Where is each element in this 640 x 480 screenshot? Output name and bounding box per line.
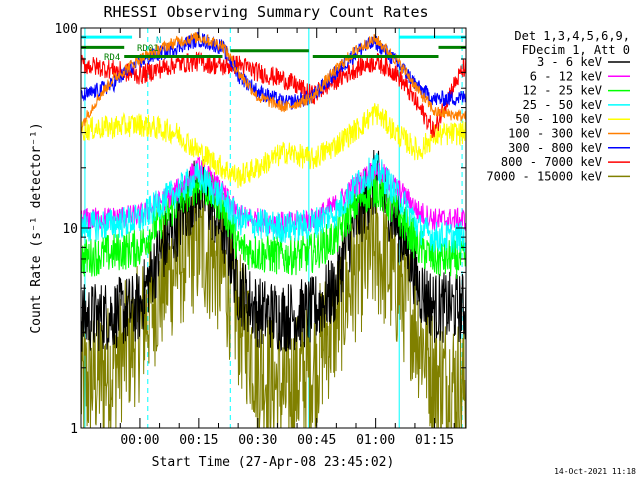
legend-label-300-800-kev: 300 - 800 keV <box>508 141 602 155</box>
legend: Det 1,3,4,5,6,9,FDecim 1, Att 03 - 6 keV… <box>486 29 630 183</box>
x-axis-label: Start Time (27-Apr-08 23:45:02) <box>152 455 395 470</box>
x-tick-label: 00:00 <box>120 433 159 448</box>
y-tick-label: 1 <box>70 422 78 437</box>
y-tick-label: 10 <box>62 222 78 237</box>
legend-label-3-6-kev: 3 - 6 keV <box>537 55 602 69</box>
annotation-n: N <box>156 36 161 46</box>
annotation-rd4: RD4 <box>104 53 120 63</box>
chart-title: RHESSI Observing Summary Count Rates <box>103 3 428 21</box>
series-line-3-6-kev <box>81 149 466 352</box>
legend-header-line: Det 1,3,4,5,6,9, <box>514 29 630 43</box>
x-tick-label: 00:15 <box>179 433 218 448</box>
x-tick-label: 00:30 <box>238 433 277 448</box>
legend-label-100-300-kev: 100 - 300 keV <box>508 127 602 141</box>
series-line-50-100-kev <box>81 103 466 189</box>
legend-label-12-25-kev: 12 - 25 keV <box>523 84 602 98</box>
data-layer <box>81 28 466 428</box>
series-line-800-7000-kev <box>81 51 466 139</box>
x-tick-label: 01:15 <box>415 433 454 448</box>
annotation-rd01: RD01 <box>137 44 159 54</box>
legend-label-800-7000-kev: 800 - 7000 keV <box>501 155 602 169</box>
legend-label-6-12-kev: 6 - 12 keV <box>530 69 602 83</box>
footer-timestamp: 14-Oct-2021 11:18 <box>554 467 636 476</box>
axis-layer: RD01 RD4 N 1 10 100 00:00 00:15 00:30 00:45 01:00 0… <box>55 22 466 448</box>
legend-label-25-50-kev: 25 - 50 keV <box>523 98 602 112</box>
y-tick-label: 100 <box>55 22 78 37</box>
legend-label-7000-15000-kev: 7000 - 15000 keV <box>486 169 602 183</box>
x-tick-label: 01:00 <box>356 433 395 448</box>
legend-header-line: FDecim 1, Att 0 <box>522 43 630 57</box>
legend-label-50-100-kev: 50 - 100 keV <box>515 112 602 126</box>
series-line-12-25-kev <box>81 168 466 279</box>
x-tick-label: 00:45 <box>297 433 336 448</box>
y-axis-label: Count Rate (s⁻¹ detector⁻¹) <box>29 122 44 333</box>
series-line-25-50-kev <box>81 153 466 253</box>
